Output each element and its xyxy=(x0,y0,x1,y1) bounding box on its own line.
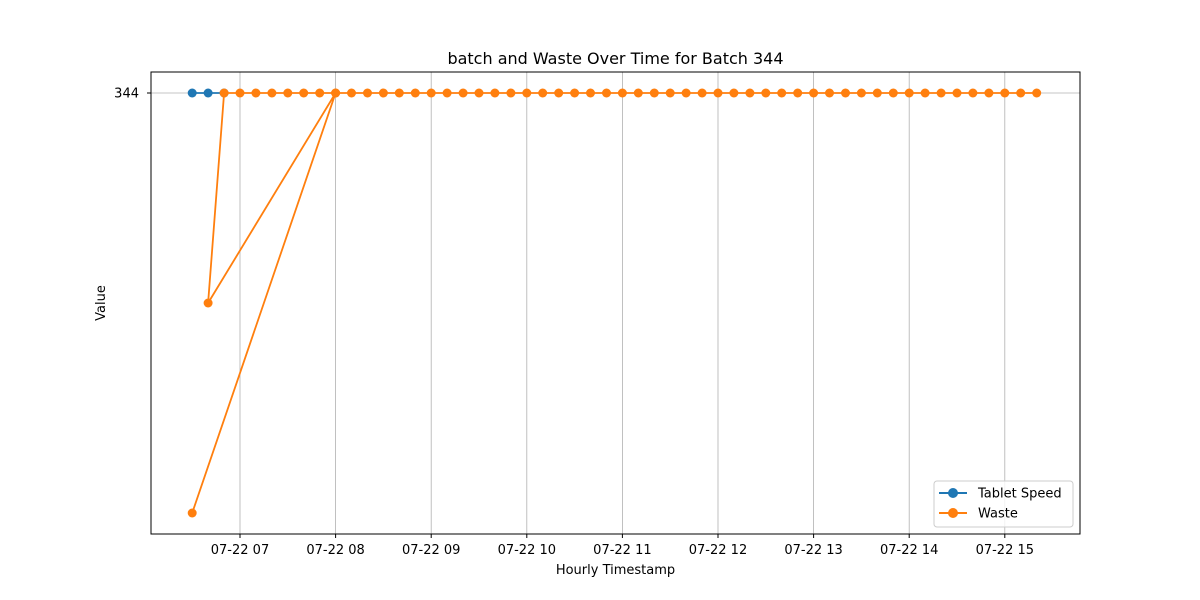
data-point-waste xyxy=(570,88,580,98)
data-point-waste xyxy=(187,508,197,518)
data-point-waste xyxy=(458,88,468,98)
data-point-waste xyxy=(267,88,277,98)
x-tick-label: 07-22 08 xyxy=(306,543,364,558)
y-axis-title: Value xyxy=(94,285,109,321)
data-point-waste xyxy=(1000,88,1010,98)
data-point-waste xyxy=(952,88,962,98)
data-point-waste xyxy=(649,88,659,98)
axis-ticks: 07-22 07 07-22 08 07-22 09 07-22 10 07-22 11… xyxy=(114,87,1034,559)
x-tick-label: 07-22 09 xyxy=(402,543,460,558)
data-point-waste xyxy=(474,88,484,98)
data-point-waste xyxy=(617,88,627,98)
data-point-waste xyxy=(1032,88,1042,98)
data-point-waste xyxy=(920,88,930,98)
data-point-waste xyxy=(936,88,946,98)
data-point-waste xyxy=(363,88,372,98)
data-point-waste xyxy=(378,88,388,98)
x-tick-label: 07-22 14 xyxy=(880,543,938,558)
data-point-waste xyxy=(283,88,293,98)
data-point-waste xyxy=(219,88,229,98)
data-point-waste xyxy=(586,88,595,98)
data-point-waste xyxy=(809,88,819,98)
data-point-waste xyxy=(203,298,213,308)
data-point-waste xyxy=(251,88,261,98)
data-point-waste xyxy=(394,88,404,98)
data-point-tablet-speed xyxy=(203,88,213,98)
data-point-waste xyxy=(506,88,516,98)
data-point-waste xyxy=(554,88,564,98)
data-point-waste xyxy=(841,88,850,98)
data-point-waste xyxy=(442,88,452,98)
data-point-waste xyxy=(697,88,707,98)
data-point-waste xyxy=(331,88,341,98)
data-point-waste xyxy=(729,88,739,98)
plot-area-frame xyxy=(150,71,1081,535)
data-point-waste xyxy=(538,88,548,98)
data-point-waste xyxy=(1016,88,1026,98)
legend-label-waste: Waste xyxy=(978,507,1018,522)
x-tick-label: 07-22 13 xyxy=(784,543,842,558)
legend-box xyxy=(933,480,1074,528)
data-point-waste xyxy=(315,88,325,98)
data-point-waste xyxy=(235,88,245,98)
data-point-waste xyxy=(793,88,803,98)
data-point-waste xyxy=(856,88,866,98)
data-point-waste xyxy=(984,88,994,98)
data-point-waste xyxy=(665,88,675,98)
legend-marker-waste xyxy=(948,508,958,518)
data-point-waste xyxy=(968,88,978,98)
x-tick-label: 07-22 15 xyxy=(976,543,1034,558)
data-point-tablet-speed xyxy=(187,88,197,98)
data-point-waste xyxy=(426,88,436,98)
data-point-waste xyxy=(522,88,532,98)
data-point-waste xyxy=(745,88,755,98)
legend: Tablet Speed Waste xyxy=(933,480,1074,528)
data-point-waste xyxy=(410,88,420,98)
data-point-waste xyxy=(299,88,309,98)
x-tick-label: 07-22 12 xyxy=(689,543,747,558)
legend-label-tablet-speed: Tablet Speed xyxy=(977,487,1062,502)
data-point-waste xyxy=(761,88,771,98)
data-point-waste xyxy=(777,88,787,98)
x-axis-title: Hourly Timestamp xyxy=(556,563,675,578)
data-point-waste xyxy=(872,88,882,98)
x-tick-label: 07-22 07 xyxy=(211,543,269,558)
data-point-waste xyxy=(633,88,643,98)
data-point-waste xyxy=(490,88,500,98)
data-point-waste xyxy=(347,88,356,98)
chart-title: batch and Waste Over Time for Batch 344 xyxy=(447,49,783,68)
data-point-waste xyxy=(713,88,723,98)
data-point-waste xyxy=(904,88,914,98)
data-point-waste xyxy=(888,88,898,98)
legend-marker-tablet-speed xyxy=(948,488,958,498)
y-tick-label: 344 xyxy=(114,87,139,102)
series-layer xyxy=(187,88,1042,518)
data-point-waste xyxy=(681,88,691,98)
data-point-waste xyxy=(825,88,834,98)
x-tick-label: 07-22 11 xyxy=(593,543,651,558)
x-tick-label: 07-22 10 xyxy=(498,543,556,558)
data-point-waste xyxy=(602,88,611,98)
series-waste xyxy=(187,88,1042,518)
